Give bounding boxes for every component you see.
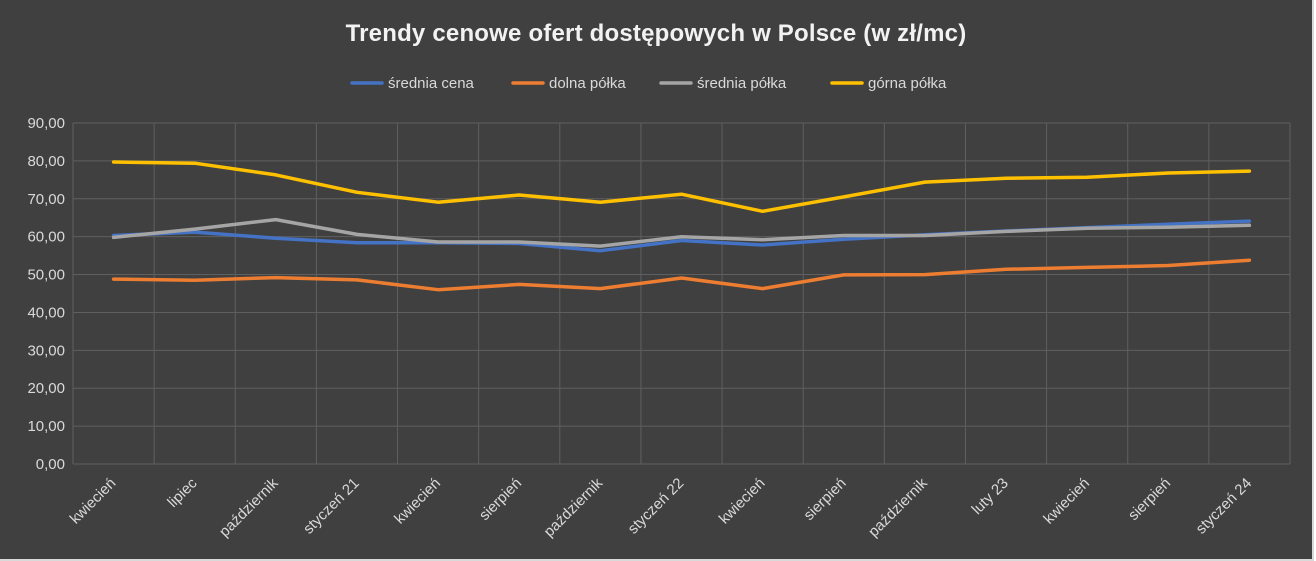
y-tick-label: 20,00 [27, 380, 65, 397]
x-tick-label: styczeń 21 [300, 475, 363, 538]
y-tick-label: 50,00 [27, 267, 65, 284]
x-tick-label: sierpień [800, 475, 849, 524]
y-tick-label: 60,00 [27, 229, 65, 246]
legend-label: średnia cena [388, 75, 475, 92]
x-tick-label: styczeń 24 [1193, 475, 1256, 538]
x-tick-label: październik [865, 474, 931, 540]
x-tick-label: październik [541, 474, 607, 540]
y-tick-label: 80,00 [27, 153, 65, 170]
y-tick-label: 90,00 [27, 115, 65, 132]
legend-label: dolna półka [549, 75, 626, 92]
series-line-3 [111, 217, 1252, 248]
x-tick-label: kwiecień [716, 475, 769, 528]
x-tick-label: sierpień [476, 475, 525, 524]
y-tick-label: 0,00 [36, 456, 65, 473]
x-tick-label: kwiecień [391, 475, 444, 528]
y-tick-label: 10,00 [27, 418, 65, 435]
y-tick-label: 70,00 [27, 191, 65, 208]
series-line-4 [111, 160, 1252, 214]
y-tick-label: 30,00 [27, 342, 65, 359]
x-tick-label: październik [216, 474, 282, 540]
x-tick-label: kwiecień [67, 475, 120, 528]
legend-label: średnia półka [697, 75, 787, 92]
x-tick-label: styczeń 22 [625, 475, 688, 538]
y-tick-label: 40,00 [27, 304, 65, 321]
x-tick-label: kwiecień [1040, 475, 1093, 528]
x-tick-label: lipiec [164, 474, 201, 511]
chart-title: Trendy cenowe ofert dostępowych w Polsce… [345, 20, 967, 47]
legend-label: górna półka [868, 75, 947, 92]
series-line-2 [111, 258, 1252, 292]
x-tick-label: luty 23 [969, 475, 1012, 518]
x-tick-label: sierpień [1125, 475, 1174, 524]
